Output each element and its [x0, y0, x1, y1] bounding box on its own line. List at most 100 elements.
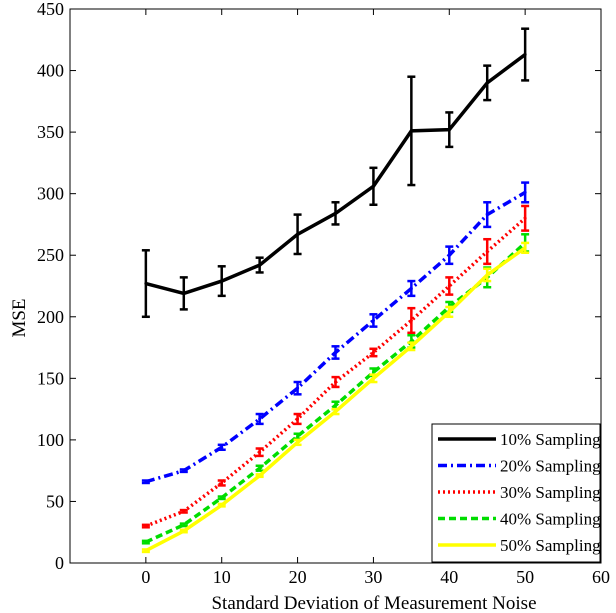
error-bar	[179, 508, 188, 514]
error-bar	[369, 373, 378, 384]
error-bar	[369, 347, 378, 358]
legend-label-4: 40% Sampling	[500, 510, 601, 529]
series-2	[141, 181, 530, 485]
series-1	[141, 27, 530, 319]
error-bar	[141, 539, 150, 545]
legend: 10% Sampling 20% Sampling 30% Sampling 40% …	[431, 423, 601, 563]
error-bar	[293, 380, 302, 396]
error-bar	[217, 443, 226, 451]
data-point	[485, 81, 489, 85]
error-bar	[483, 237, 492, 266]
y-tick-label: 100	[37, 430, 64, 450]
data-point	[296, 434, 300, 438]
error-bar	[217, 495, 226, 501]
error-bar	[407, 279, 416, 298]
data-point	[144, 480, 148, 484]
data-point	[220, 481, 224, 485]
error-bar	[407, 75, 416, 187]
data-point	[182, 523, 186, 527]
error-bar	[255, 412, 264, 426]
y-tick-label: 50	[46, 491, 64, 511]
error-bar	[179, 522, 188, 528]
data-point	[258, 450, 262, 454]
y-tick-label: 200	[37, 307, 64, 327]
y-tick-label: 350	[37, 122, 64, 142]
error-bar	[445, 276, 454, 296]
axes-frame	[69, 8, 602, 564]
data-point	[182, 529, 186, 533]
legend-label-5: 50% Sampling	[500, 536, 601, 555]
error-bar	[445, 305, 454, 319]
error-bar	[331, 407, 340, 416]
data-point	[144, 282, 148, 286]
error-bar	[369, 166, 378, 206]
data-point	[334, 403, 337, 407]
x-tick-label: 30	[364, 567, 382, 587]
data-point	[144, 524, 148, 528]
data-point	[144, 540, 148, 544]
legend-label-3: 30% Sampling	[500, 483, 601, 502]
y-tick-label: 450	[37, 0, 64, 19]
data-point	[371, 184, 375, 188]
data-point	[485, 273, 489, 277]
x-tick-label: 60	[592, 567, 610, 587]
error-bar	[331, 345, 340, 360]
x-tick-label: 50	[516, 567, 534, 587]
data-point	[523, 216, 527, 220]
data-point	[296, 417, 300, 421]
series-5	[141, 241, 530, 554]
data-point	[409, 286, 413, 290]
data-point	[447, 310, 451, 314]
error-bar	[217, 265, 226, 298]
data-point	[258, 263, 262, 267]
data-point	[447, 253, 451, 257]
data-point	[182, 291, 186, 295]
error-bar	[483, 64, 492, 102]
data-point	[334, 211, 337, 215]
error-bar	[331, 375, 340, 389]
x-tick-label: 20	[289, 567, 307, 587]
y-tick-label: 300	[37, 184, 64, 204]
data-point	[409, 318, 413, 322]
data-point	[296, 440, 300, 444]
error-bar	[255, 473, 264, 479]
data-point	[371, 318, 375, 322]
error-bar	[369, 313, 378, 328]
data-point	[296, 232, 300, 236]
legend-label-2: 20% Sampling	[500, 457, 601, 476]
error-bar	[521, 181, 530, 204]
error-bar	[179, 276, 188, 311]
data-point	[220, 496, 224, 500]
data-point	[296, 386, 300, 390]
y-tick-label: 250	[37, 245, 64, 265]
data-point	[220, 279, 224, 283]
error-bar	[255, 256, 264, 274]
data-point	[409, 344, 413, 348]
data-point	[409, 129, 413, 133]
data-point	[258, 466, 262, 470]
error-bar	[407, 341, 416, 352]
error-bar	[521, 241, 530, 255]
error-bar	[255, 464, 264, 472]
error-bar	[293, 412, 302, 426]
data-point	[523, 53, 527, 57]
error-bar	[331, 201, 340, 226]
data-point	[220, 445, 224, 449]
data-point	[523, 190, 527, 194]
data-point	[523, 246, 527, 250]
error-bar	[483, 201, 492, 229]
y-tick-label: 150	[37, 368, 64, 388]
data-point	[485, 250, 489, 254]
error-bar	[179, 528, 188, 534]
axis-ticks: 0 10 20 30 40 50 60 0 50 100 150 200 250 300 350 400 450	[37, 0, 610, 587]
y-axis-label: MSE	[9, 298, 30, 337]
error-bar	[141, 523, 150, 529]
error-bar	[407, 306, 416, 335]
data-point	[258, 417, 262, 421]
x-tick-label: 40	[440, 567, 458, 587]
error-bar	[141, 249, 150, 319]
x-axis-label: Standard Deviation of Measurement Noise	[211, 593, 536, 613]
data-point	[182, 469, 186, 473]
data-point	[182, 509, 186, 513]
